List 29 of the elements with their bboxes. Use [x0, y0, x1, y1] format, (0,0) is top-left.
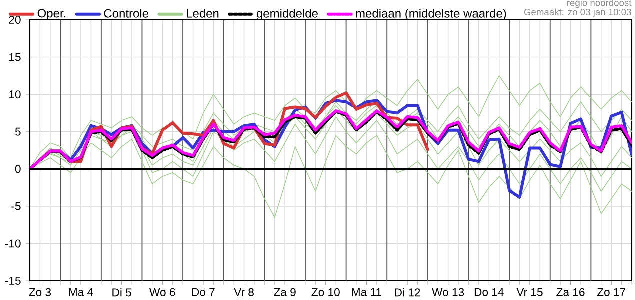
text: Gemaakt: zo 03 jan 10:03 — [524, 8, 632, 18]
legend-label: Oper. — [38, 9, 66, 20]
y-tick-label: -10 — [5, 240, 21, 248]
x-tick-label: Di 5 — [112, 288, 132, 297]
x-tick-label: Zo 10 — [312, 288, 340, 296]
y-tick-label: 10 — [10, 90, 21, 99]
x-tick-label: Wo 13 — [432, 288, 464, 296]
x-tick-label: Za 16 — [556, 288, 585, 296]
x-tick-label: Vr 8 — [234, 288, 254, 296]
legend-label: Controle — [104, 9, 148, 18]
x-tick-label: Do 7 — [192, 288, 215, 296]
x-tick-label: Vr 15 — [516, 288, 543, 296]
x-tick-label: Za 9 — [274, 288, 296, 296]
y-tick-label: 5 — [15, 128, 21, 136]
y-tick-label: 0 — [15, 165, 21, 174]
y-tick-label: -15 — [5, 277, 21, 285]
x-tick-label: Do 14 — [474, 288, 504, 296]
x-tick-label: Wo 6 — [150, 288, 176, 296]
x-tick-label: Ma 11 — [352, 288, 382, 296]
x-tick-label: Di 12 — [395, 288, 420, 297]
legend-label: gemiddelde — [256, 9, 318, 20]
legend-label: Leden — [187, 9, 219, 18]
y-tick-label: 15 — [10, 53, 21, 62]
x-tick-label: Ma 4 — [69, 288, 94, 296]
y-tick-label: 20 — [9, 16, 21, 24]
legend-label: mediaan (middelste waarde) — [356, 9, 506, 20]
x-tick-label: Zo 3 — [29, 288, 52, 296]
y-tick-label: -5 — [12, 202, 21, 210]
x-tick-label: Zo 17 — [597, 288, 626, 296]
